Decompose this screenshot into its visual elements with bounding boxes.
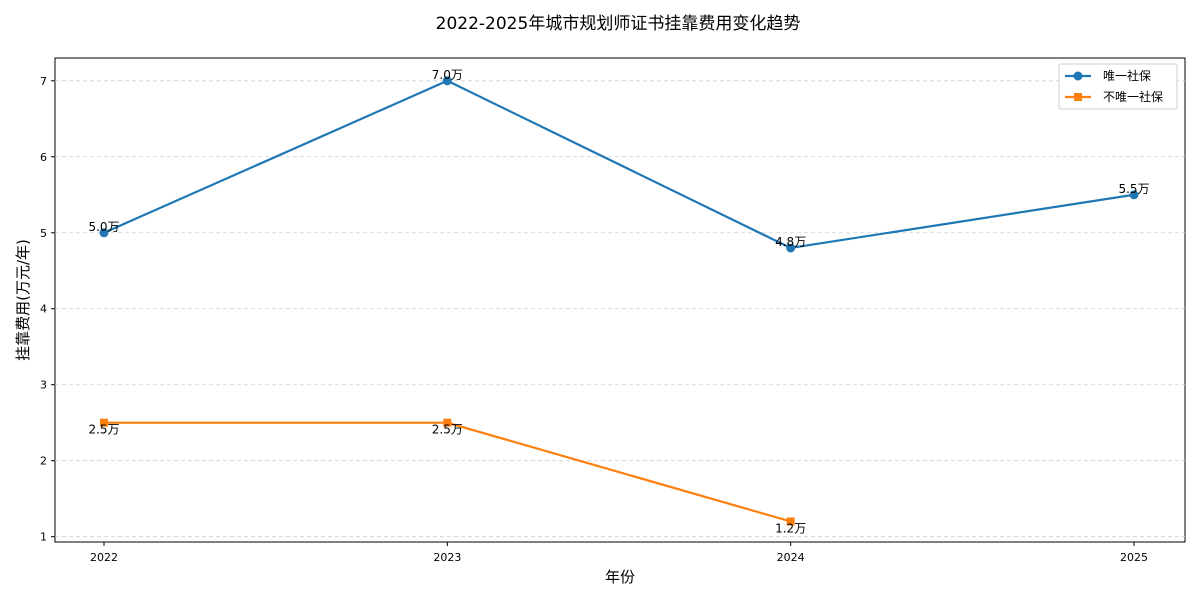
series-line <box>104 421 791 523</box>
data-point <box>99 228 109 238</box>
data-point <box>100 418 108 427</box>
data-label: 5.0万 <box>88 220 119 234</box>
data-labels: 5.0万 7.0万 4.8万 5.5万 2.5万 2.5万 1.2万 <box>88 68 1149 536</box>
x-tick-label: 2025 <box>1120 551 1148 564</box>
y-tick-label: 7 <box>40 75 47 88</box>
y-tick-label: 1 <box>40 531 47 544</box>
data-point <box>443 418 452 427</box>
data-point <box>442 76 452 86</box>
legend-item-2: 不唯一社保 <box>1065 89 1163 104</box>
data-label: 2.5万 <box>432 423 463 437</box>
data-point <box>786 517 795 526</box>
y-tick-label: 4 <box>40 303 47 316</box>
x-tick-label: 2023 <box>433 551 461 564</box>
grid <box>55 80 1185 538</box>
y-tick-label: 6 <box>40 151 47 164</box>
data-label: 5.5万 <box>1118 182 1149 196</box>
legend-item-1: 唯一社保 <box>1065 68 1151 83</box>
series-1 <box>99 76 1139 253</box>
data-point <box>1129 190 1139 200</box>
y-axis-label: 挂靠费用(万元/年) <box>14 239 32 361</box>
legend-label: 唯一社保 <box>1103 68 1151 83</box>
x-axis-label: 年份 <box>605 568 635 586</box>
data-label: 2.5万 <box>88 423 119 437</box>
x-tick-label: 2022 <box>90 551 118 564</box>
data-label: 7.0万 <box>432 68 463 82</box>
data-label: 4.8万 <box>775 235 806 249</box>
y-tick-label: 2 <box>40 455 47 468</box>
data-point <box>786 243 796 253</box>
axes: 1 2 3 4 5 6 7 2022 2023 2024 2025 <box>40 75 1148 564</box>
data-label: 1.2万 <box>775 521 806 535</box>
series-line <box>103 79 1135 250</box>
legend-marker <box>1074 93 1082 101</box>
y-tick-label: 3 <box>40 379 47 392</box>
series <box>99 76 1139 526</box>
chart-title: 2022-2025年城市规划师证书挂靠费用变化趋势 <box>436 14 801 34</box>
series-2 <box>100 418 795 526</box>
legend-label: 不唯一社保 <box>1103 89 1163 104</box>
x-tick-label: 2024 <box>777 551 805 564</box>
plot-area <box>54 57 1186 543</box>
legend-marker <box>1073 71 1083 81</box>
y-tick-label: 5 <box>40 227 47 240</box>
